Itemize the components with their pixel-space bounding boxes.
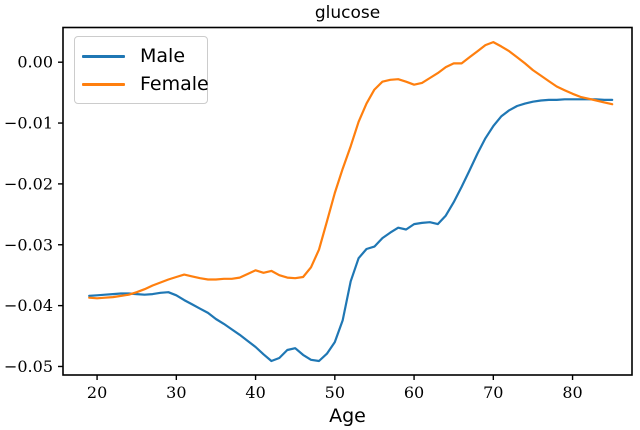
x-tick-label: 60 [404, 383, 424, 402]
female-line-swatch [82, 82, 125, 86]
male-line [88, 98, 614, 363]
x-tick-label: 80 [562, 383, 582, 402]
legend: Male Female [74, 36, 209, 104]
legend-item-male: Male [82, 42, 199, 70]
y-tick-label: −0.04 [4, 296, 53, 315]
female-line [88, 40, 614, 300]
y-tick-label: −0.03 [4, 235, 53, 254]
legend-item-female: Female [82, 70, 209, 98]
x-tick-label: 70 [483, 383, 503, 402]
y-tick-label: −0.05 [4, 357, 53, 376]
legend-label-female: Female [140, 72, 209, 95]
legend-label-male: Male [140, 44, 186, 67]
x-tick-label: 30 [166, 383, 186, 402]
male-line-swatch [82, 54, 125, 58]
x-tick-label: 40 [245, 383, 265, 402]
axes-frame [62, 26, 633, 376]
y-tick-label: −0.01 [4, 114, 53, 133]
chart-title: glucose [314, 3, 381, 23]
x-axis-label: Age [329, 405, 366, 427]
x-tick-label: 50 [325, 383, 345, 402]
y-tick-label: −0.02 [4, 174, 53, 193]
x-tick-label: 20 [87, 383, 107, 402]
y-tick-label: 0.00 [17, 53, 53, 72]
